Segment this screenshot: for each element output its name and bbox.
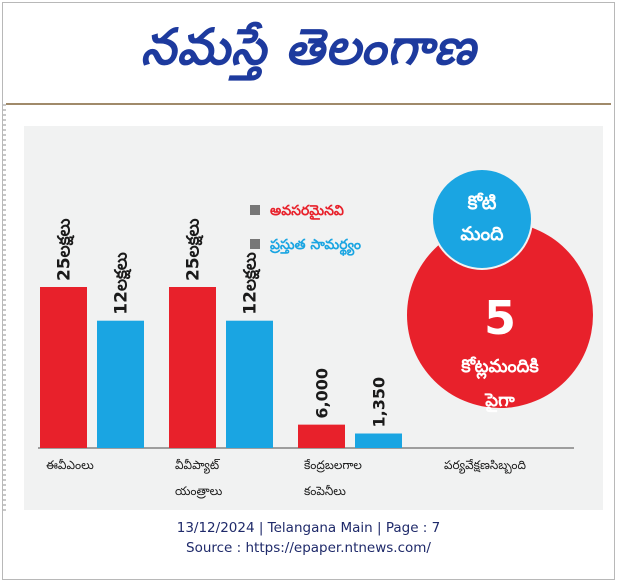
bar-value-label-current-2: 1,350 bbox=[370, 377, 389, 428]
bar-value-label-required-1: 25లక్షలు bbox=[184, 218, 204, 281]
infographic: అవసరమైనవి ప్రస్తుత సామర్థ్యం 25లక్షలు 12ల… bbox=[24, 126, 603, 510]
legend: అవసరమైనవి ప్రస్తుత సామర్థ్యం bbox=[250, 203, 361, 256]
small-blue-circle bbox=[431, 168, 533, 270]
staff-line1: కోట్లమందికి bbox=[460, 356, 539, 380]
category-label-2-1: కంపెనీలు bbox=[304, 484, 346, 498]
category-label-1-1: యంత్రాలు bbox=[175, 484, 222, 499]
bar-required-0 bbox=[40, 287, 87, 448]
bar-value-label-current-0: 12లక్షలు bbox=[112, 252, 132, 315]
bars: 25లక్షలు 12లక్షలు 25లక్షలు 12లక్షలు 6,000 1,3… bbox=[40, 218, 402, 448]
staff-number: 5 bbox=[484, 291, 516, 345]
legend-marker-current bbox=[250, 239, 260, 249]
footer-source-line: Source : https://epaper.ntnews.com/ bbox=[186, 540, 431, 556]
masthead-divider bbox=[6, 103, 611, 105]
staff-line2: పైగా bbox=[484, 390, 515, 413]
category-label-1-0: వీవీప్యాట్ bbox=[175, 458, 221, 474]
side-dotted-rule bbox=[3, 104, 6, 514]
bar-value-label-required-2: 6,000 bbox=[313, 368, 332, 419]
legend-marker-required bbox=[250, 205, 260, 215]
bar-current-2 bbox=[355, 433, 402, 448]
masthead: నమస్తే తెలంగాణ bbox=[0, 6, 617, 88]
bar-required-2 bbox=[298, 424, 345, 448]
category-label-0-0: ఈవీఎంలు bbox=[46, 458, 94, 472]
bar-chart: అవసరమైనవి ప్రస్తుత సామర్థ్యం 25లక్షలు 12ల… bbox=[38, 168, 593, 499]
bar-current-1 bbox=[226, 320, 273, 448]
page-footer: 13/12/2024 | Telangana Main | Page : 7 S… bbox=[0, 518, 617, 558]
category-labels: ఈవీఎంలు వీవీప్యాట్ యంత్రాలు కేంద్రబలగాల కంపె… bbox=[46, 458, 526, 499]
legend-label-current: ప్రస్తుత సామర్థ్యం bbox=[269, 237, 361, 256]
top-circle-line2: మంది bbox=[460, 223, 504, 245]
bar-value-label-required-0: 25లక్షలు bbox=[55, 218, 75, 281]
bar-current-0 bbox=[97, 320, 144, 448]
masthead-title: నమస్తే తెలంగాణ bbox=[140, 18, 477, 76]
footer-edition-line: 13/12/2024 | Telangana Main | Page : 7 bbox=[176, 520, 441, 536]
top-circle-line1: కోటి bbox=[467, 192, 497, 214]
category-label-2-0: కేంద్రబలగాల bbox=[304, 458, 362, 473]
category-label-3-0: పర్యవేక్షణసిబ్బంది bbox=[444, 458, 526, 474]
bar-required-1 bbox=[169, 287, 216, 448]
legend-label-required: అవసరమైనవి bbox=[270, 203, 344, 220]
big-red-circle bbox=[407, 222, 593, 408]
staff-callout: కోటి మంది 5 కోట్లమందికి పైగా bbox=[407, 168, 593, 413]
bar-value-label-current-1: 12లక్షలు bbox=[241, 252, 261, 315]
